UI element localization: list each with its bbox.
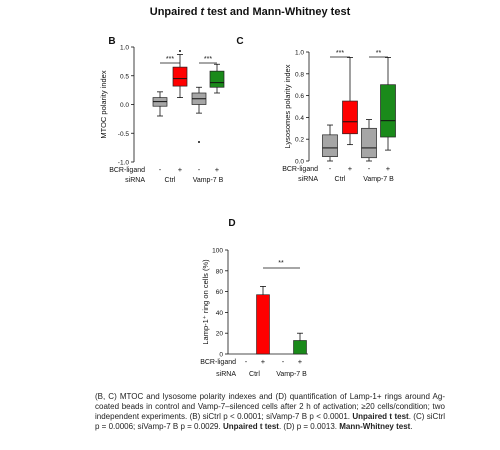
y-tick-label-c: 0.4 — [295, 115, 304, 122]
y-axis-label-d: Lamp-1⁺ ring on cells (%) — [201, 259, 210, 345]
y-axis-label-c: Lysosomes polarity index — [283, 64, 292, 148]
y-tick-label-d: 80 — [216, 268, 224, 275]
sirna-ctrl-label-d: Ctrl — [249, 371, 260, 378]
y-tick-label-c: 1.0 — [295, 50, 304, 57]
y-tick-label-b: -1.0 — [118, 160, 130, 167]
figure-caption: (B, C) MTOC and lysosome polarity indexe… — [95, 392, 445, 431]
significance-label-c: *** — [336, 50, 344, 57]
y-tick-label-d: 0 — [219, 352, 223, 359]
y-axis-label-b: MTOC polarity index — [99, 70, 108, 138]
bar-d-red — [256, 294, 270, 355]
sirna-label-b: siRNA — [125, 177, 145, 184]
sirna-label-c: siRNA — [298, 176, 318, 183]
y-tick-label-d: 100 — [212, 248, 223, 255]
box-b-green — [209, 70, 225, 88]
y-tick-label-c: 0.8 — [295, 71, 304, 78]
y-tick-label-b: -0.5 — [118, 131, 130, 138]
box-c-green — [380, 84, 396, 138]
significance-label-b: *** — [166, 56, 174, 63]
bcr-sign-b: - — [159, 165, 162, 174]
figure-title: Unpaired t test and Mann-Whitney test — [149, 6, 351, 18]
bcr-sign-d: - — [282, 357, 285, 366]
sirna-vamp-label-b: Vamp-7 B — [193, 177, 224, 184]
y-tick-label-d: 60 — [216, 289, 224, 296]
bcr-sign-b: - — [198, 165, 201, 174]
panel-letter-b: B — [108, 36, 115, 47]
sirna-ctrl-label-b: Ctrl — [165, 177, 176, 184]
box-c-gray — [322, 134, 338, 157]
significance-label-b: *** — [204, 56, 212, 63]
caption-test-d: Mann-Whitney test — [339, 422, 411, 431]
sirna-vamp-label-c: Vamp-7 B — [363, 176, 394, 183]
bar-d-green — [293, 340, 307, 355]
sirna-vamp-label-d: Vamp-7 B — [276, 371, 307, 378]
y-tick-label-b: 0.5 — [120, 73, 129, 80]
bcr-ligand-label-b: BCR-ligand — [109, 167, 145, 174]
caption-test-b: Unpaired t test — [352, 412, 409, 421]
bcr-ligand-label-c: BCR-ligand — [282, 166, 318, 173]
bcr-sign-c: + — [386, 164, 391, 173]
box-b-red — [172, 66, 188, 87]
box-c-gray — [361, 127, 377, 159]
y-tick-label-d: 40 — [216, 310, 224, 317]
bcr-ligand-label-d: BCR-ligand — [200, 359, 236, 366]
outlier-point-b — [179, 50, 181, 52]
bcr-sign-d: + — [261, 357, 266, 366]
bcr-sign-d: + — [298, 357, 303, 366]
bcr-sign-c: - — [329, 164, 332, 173]
y-tick-label-c: 0.6 — [295, 93, 304, 100]
bcr-sign-c: - — [368, 164, 371, 173]
panel-letter-c: C — [236, 36, 243, 47]
caption-test-c: Unpaired t test — [222, 422, 279, 431]
box-c-red — [342, 100, 358, 135]
panel-letter-d: D — [228, 218, 235, 229]
bcr-sign-b: + — [178, 165, 183, 174]
bcr-sign-c: + — [348, 164, 353, 173]
significance-label-d: ** — [278, 260, 284, 267]
y-tick-label-b: 0.0 — [120, 102, 129, 109]
outlier-point-b — [198, 141, 200, 143]
y-tick-label-d: 20 — [216, 331, 224, 338]
y-tick-label-b: 1.0 — [120, 45, 129, 52]
bcr-sign-d: - — [245, 357, 248, 366]
bcr-sign-b: + — [215, 165, 220, 174]
sirna-label-d: siRNA — [216, 371, 236, 378]
significance-label-c: ** — [376, 50, 382, 57]
sirna-ctrl-label-c: Ctrl — [335, 176, 346, 183]
y-tick-label-c: 0.0 — [295, 159, 304, 166]
y-tick-label-c: 0.2 — [295, 137, 304, 144]
